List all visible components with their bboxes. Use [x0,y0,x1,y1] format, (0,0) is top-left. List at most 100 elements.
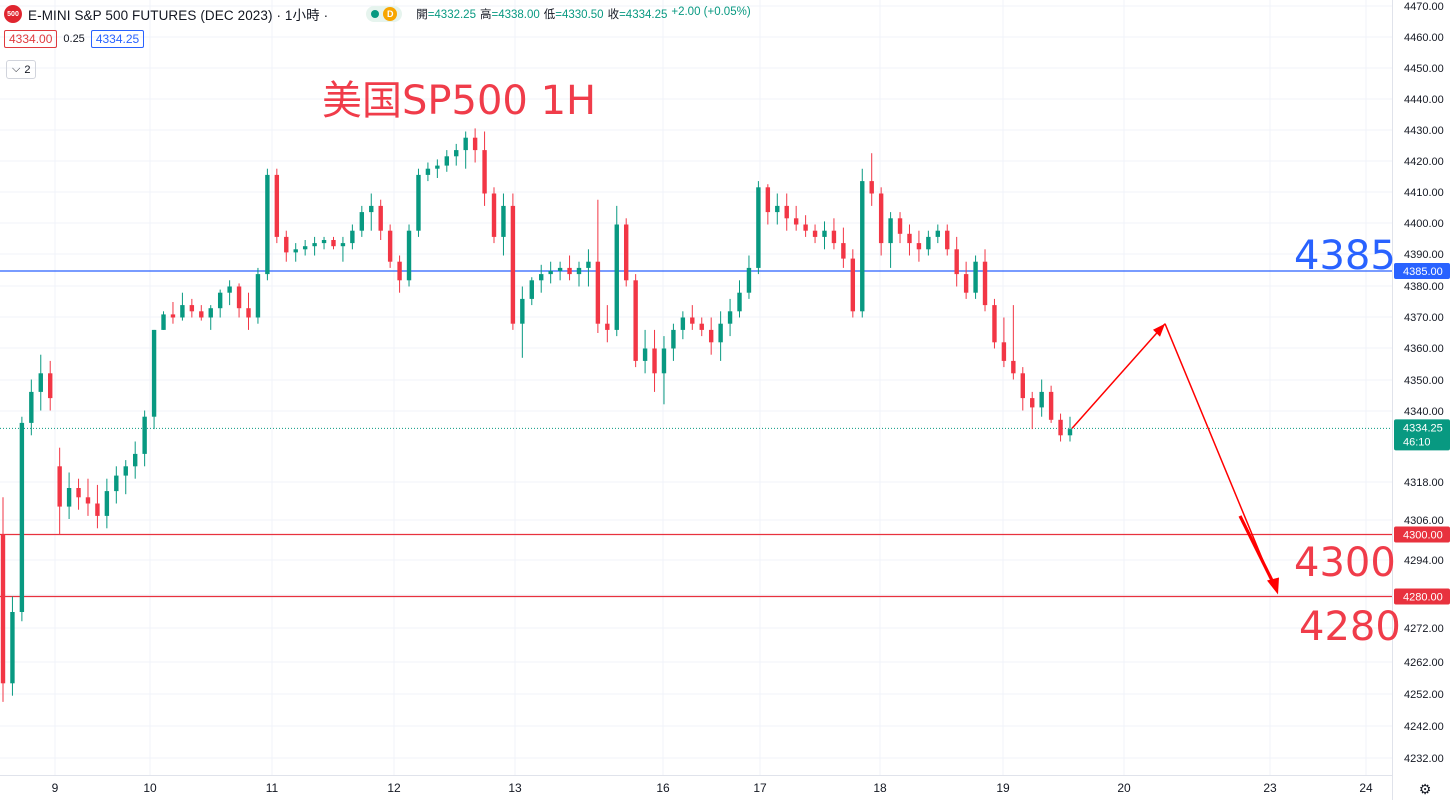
price-tag-4280 [1394,588,1450,605]
candle-body [246,308,251,318]
candle-body [85,497,91,504]
indicators-count: 2 [24,63,31,76]
time-tick-label: 24 [1359,781,1373,795]
time-axis[interactable]: 9 10 11 12 13 16 17 18 19 20 23 24 [52,781,1373,795]
time-tick-label: 10 [143,781,157,795]
candle-body [265,174,270,275]
candle-body [321,240,327,244]
candle-body [595,261,601,324]
candle-body [652,348,657,374]
candle-body [605,323,610,330]
price-tick-label: 4340.00 [1404,406,1444,418]
candle-body [406,230,412,281]
buy-button[interactable]: 4334.25 [90,30,145,48]
price-axis[interactable]: 4470.00 4460.00 4450.00 4440.00 4430.00 4420.… [1394,1,1450,765]
candle-body [227,286,232,293]
ohlc-values: 開=4332.25 高=4338.00 低=4330.50 收=4334.25 … [416,6,751,21]
candle-body [1058,419,1063,436]
projection-down-line [1164,323,1273,583]
projection-up-line [1071,323,1166,429]
bar-countdown: 46:10 [1403,436,1431,448]
candle-body [888,218,893,244]
time-tick-label: 23 [1263,781,1277,795]
candle-body [217,292,223,309]
time-tick-label: 17 [753,781,767,795]
candle-body [756,187,761,268]
price-tick-label: 4470.00 [1404,1,1444,13]
last-price-tag [1394,419,1450,451]
gear-icon[interactable]: ⚙ [1418,781,1432,797]
candle-body [812,230,818,237]
indicators-toggle[interactable]: ⌵ 2 [6,60,37,79]
candle-body [963,274,969,293]
candle-body [161,314,166,330]
candle-body [869,181,874,194]
time-tick-label: 12 [387,781,401,795]
candle-body [104,491,110,516]
symbol-title[interactable]: E-MINI S&P 500 FUTURES (DEC 2023) · 1小時 … [28,8,329,23]
candle-body [926,236,931,250]
market-status[interactable]: D [366,6,403,22]
candle-body [992,305,997,343]
price-tick-label: 4242.00 [1404,721,1444,733]
price-tick-label: 4380.00 [1404,281,1444,293]
projection-arrows [1071,323,1279,595]
candle-body [0,534,6,684]
symbol-logo-icon[interactable]: 500 [4,5,22,23]
chart-header: 500 E-MINI S&P 500 FUTURES (DEC 2023) · … [4,4,751,24]
candle-body [293,249,298,253]
candle-body [435,165,440,169]
price-tick-label: 4232.00 [1404,753,1444,765]
candle-body [387,230,393,262]
candle-body [850,258,856,312]
time-tick-label: 9 [52,781,59,795]
candle-body [1001,342,1007,361]
candle-body [699,323,704,330]
candle-body [170,314,176,318]
candle-body [425,168,431,175]
candle-body [831,230,837,244]
candle-body [48,373,53,399]
candle-body [727,311,733,324]
candle-body [132,453,138,467]
candle-body [350,230,355,244]
projection-down-thick [1238,515,1278,590]
time-tick-label: 11 [266,781,279,795]
candle-body [302,246,308,250]
time-tick-label: 20 [1117,781,1131,795]
candle-body [793,218,799,225]
sell-button[interactable]: 4334.00 [4,30,58,48]
candle-body [510,205,516,324]
candle-body [1067,429,1073,436]
candle-body [784,205,789,219]
candle-body [737,292,742,312]
candle-body [746,267,752,293]
candle-body [935,230,941,237]
arrowhead-up-icon [1153,323,1165,337]
candle-body [472,137,478,151]
market-open-icon [371,10,380,18]
time-tick-label: 13 [508,781,522,795]
price-tick-label: 4306.00 [1404,515,1444,527]
candle-body [359,212,365,231]
candle-body [331,240,336,247]
price-tick-label: 4294.00 [1404,555,1444,567]
candle-body [1030,398,1035,408]
candle-body [284,236,289,253]
candle-body [642,348,648,361]
candle-body [624,224,629,281]
price-tick-label: 4350.00 [1404,375,1444,387]
candle-body [180,305,185,318]
price-tick-label: 4460.00 [1404,32,1444,44]
price-tick-label: 4440.00 [1404,94,1444,106]
candle-body [907,233,912,244]
candle-body [633,280,638,361]
candle-body [690,317,695,324]
price-tag-text: 4280.00 [1403,592,1443,604]
candle-body [586,261,591,268]
price-tick-label: 4420.00 [1404,156,1444,168]
price-tag-4385 [1394,263,1450,279]
candle-body [463,137,468,151]
candle-body [718,323,723,343]
